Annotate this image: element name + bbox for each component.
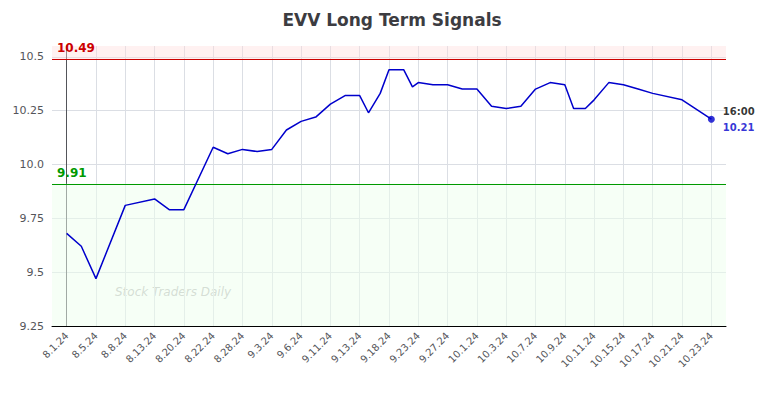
svg-text:8.8.24: 8.8.24 xyxy=(98,330,130,361)
svg-text:9.27.24: 9.27.24 xyxy=(417,330,452,365)
svg-text:10.9.24: 10.9.24 xyxy=(534,330,569,365)
svg-text:9.13.24: 9.13.24 xyxy=(329,330,364,365)
svg-text:10.11.24: 10.11.24 xyxy=(558,330,598,370)
svg-text:8.20.24: 8.20.24 xyxy=(153,330,188,365)
svg-text:10.5: 10.5 xyxy=(20,50,45,63)
svg-text:8.5.24: 8.5.24 xyxy=(70,330,100,360)
svg-text:10.25: 10.25 xyxy=(13,104,45,117)
svg-text:10.21: 10.21 xyxy=(723,122,755,133)
svg-text:9.3.24: 9.3.24 xyxy=(245,330,275,360)
svg-text:10.15.24: 10.15.24 xyxy=(588,330,628,370)
svg-text:10.0: 10.0 xyxy=(20,158,45,171)
svg-text:10.17.24: 10.17.24 xyxy=(617,330,657,370)
svg-text:9.5: 9.5 xyxy=(27,266,45,279)
svg-text:9.11.24: 9.11.24 xyxy=(300,330,335,365)
svg-text:9.6.24: 9.6.24 xyxy=(274,330,305,361)
svg-text:10.3.24: 10.3.24 xyxy=(475,330,510,365)
svg-text:9.18.24: 9.18.24 xyxy=(358,330,393,365)
svg-text:9.75: 9.75 xyxy=(20,212,45,225)
svg-text:10.49: 10.49 xyxy=(57,41,95,55)
svg-text:10.7.24: 10.7.24 xyxy=(505,330,540,365)
svg-text:10.1.24: 10.1.24 xyxy=(446,330,481,365)
svg-text:16:00: 16:00 xyxy=(723,106,755,117)
svg-text:10.23.24: 10.23.24 xyxy=(676,330,715,369)
svg-text:EVV Long Term Signals: EVV Long Term Signals xyxy=(282,10,501,30)
svg-text:8.13.24: 8.13.24 xyxy=(124,330,159,365)
svg-text:9.23.24: 9.23.24 xyxy=(387,330,422,365)
svg-text:9.91: 9.91 xyxy=(57,166,87,180)
svg-text:8.1.24: 8.1.24 xyxy=(40,330,70,360)
svg-text:10.21.24: 10.21.24 xyxy=(646,330,686,370)
svg-text:8.28.24: 8.28.24 xyxy=(212,330,247,365)
svg-text:9.25: 9.25 xyxy=(20,320,45,333)
svg-text:8.22.24: 8.22.24 xyxy=(182,330,217,365)
